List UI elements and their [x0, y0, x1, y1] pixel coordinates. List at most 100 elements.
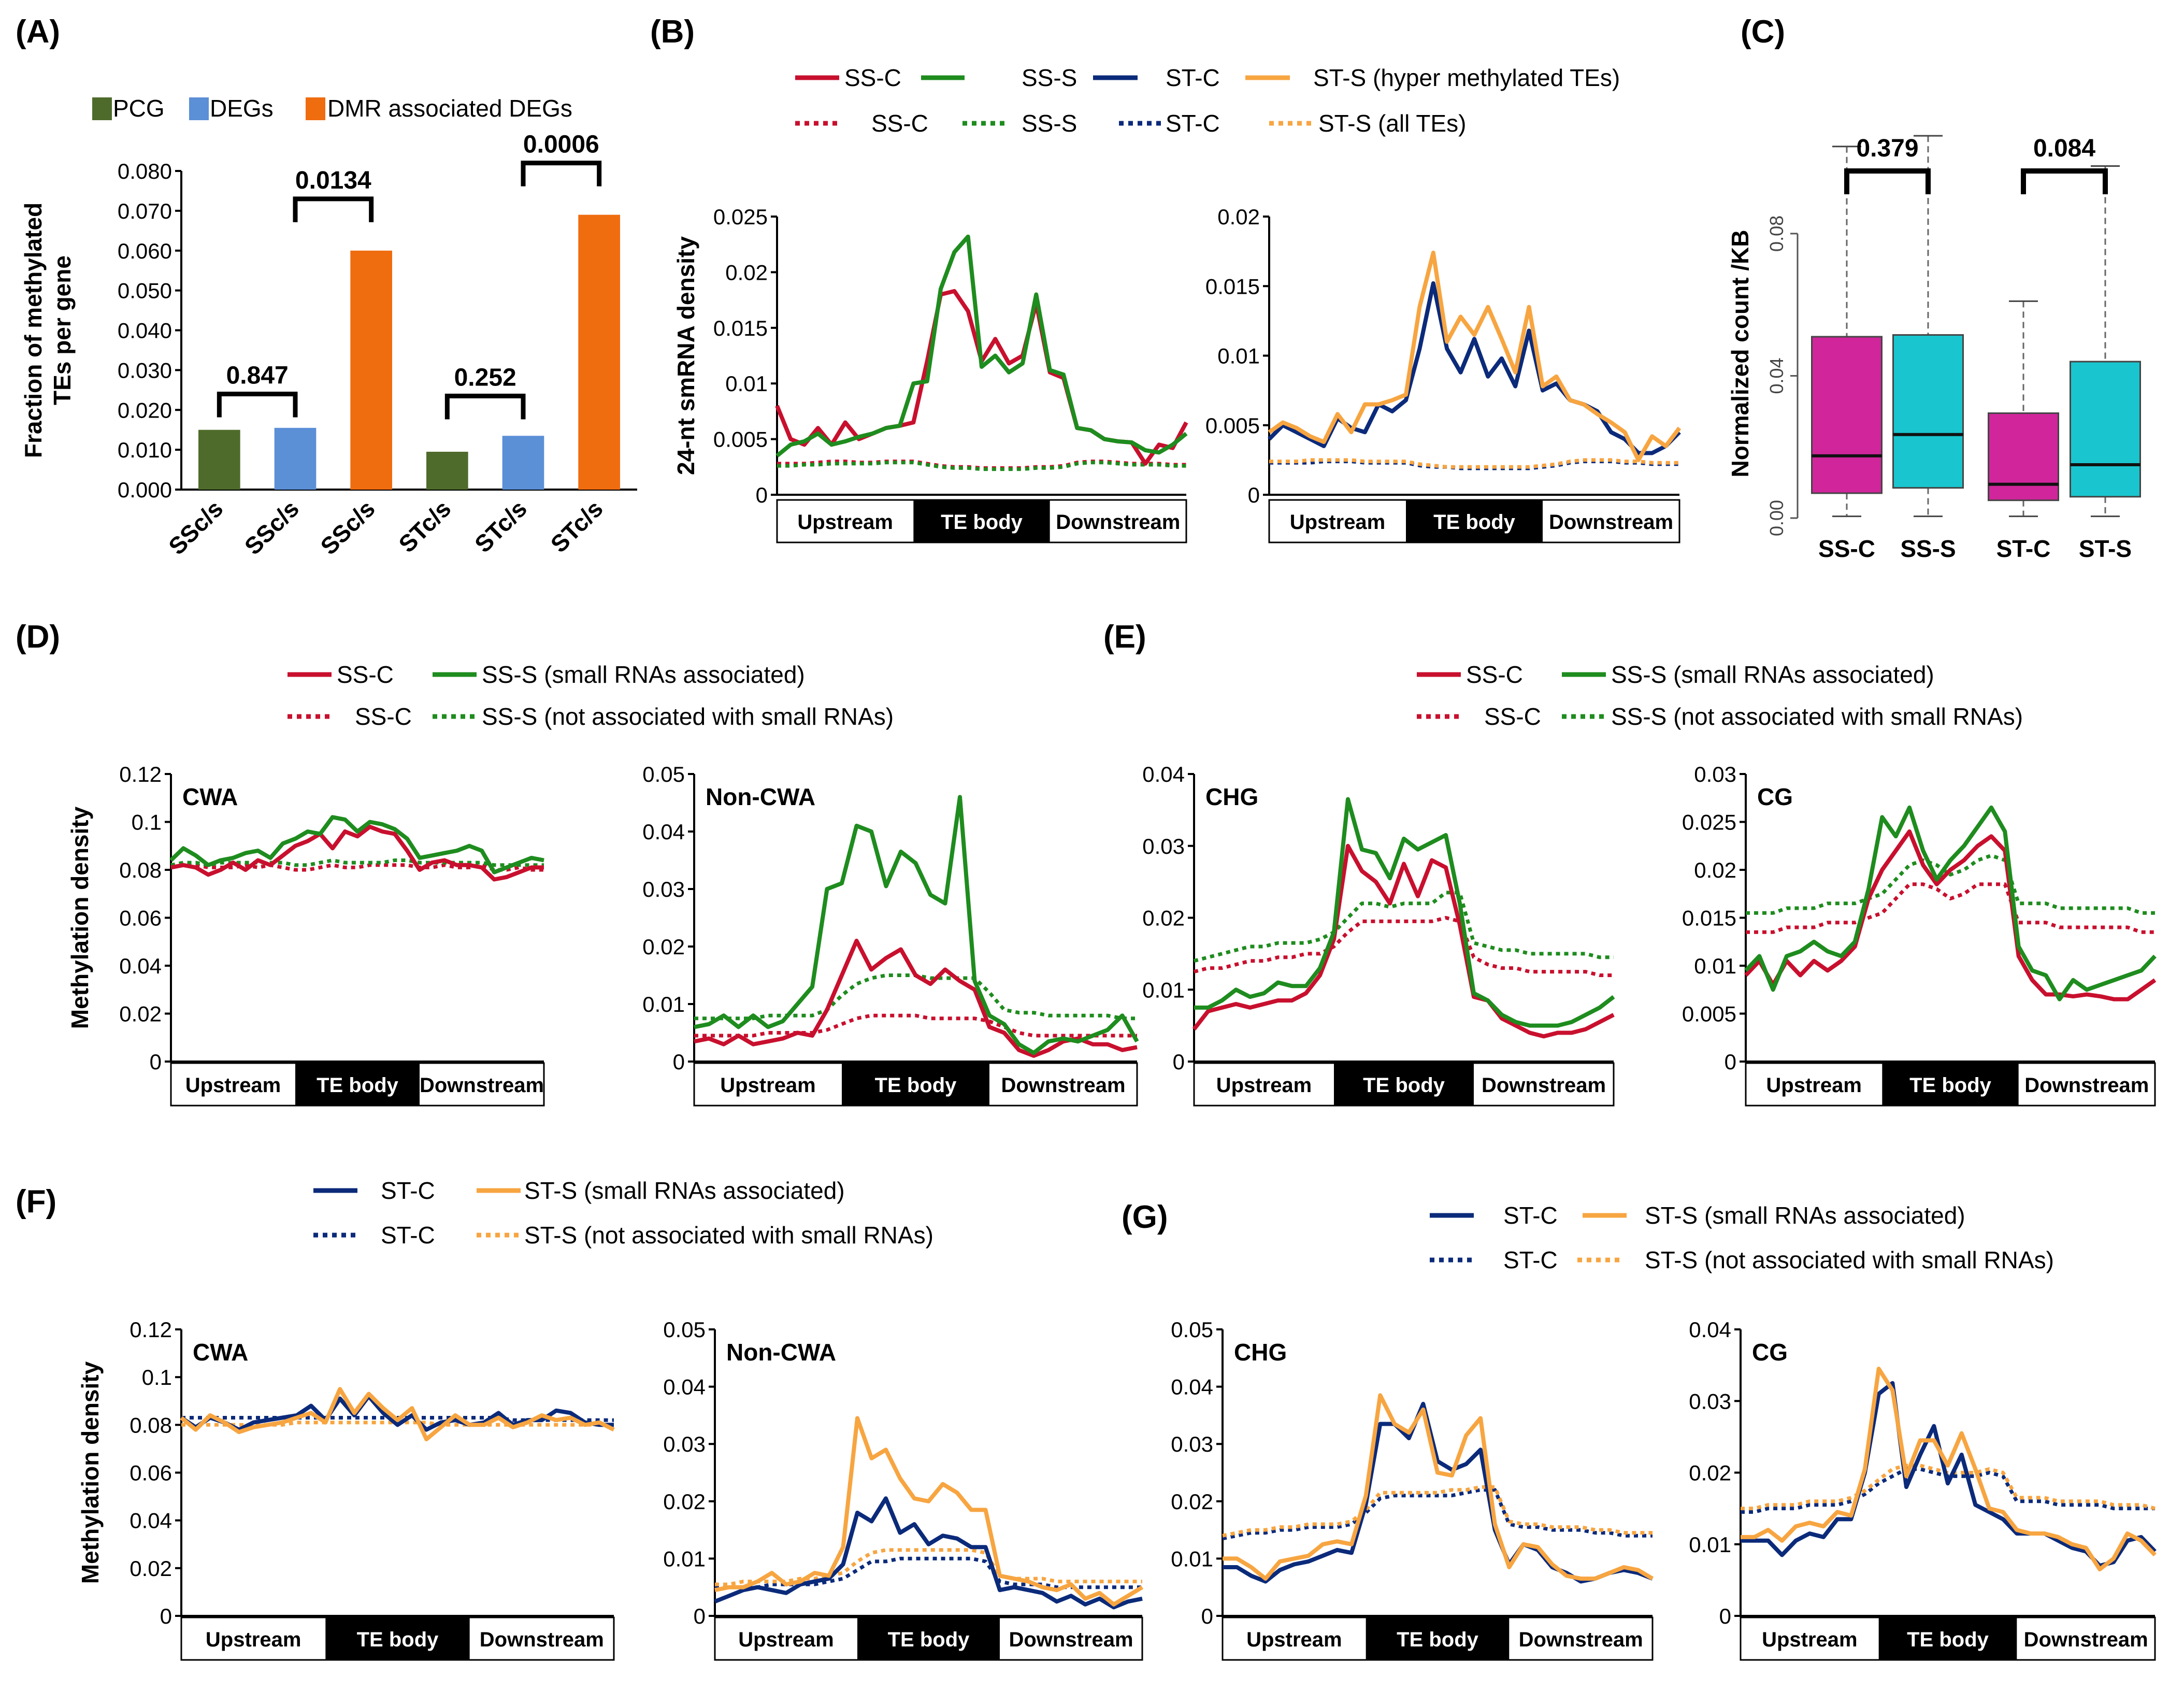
legend-a: PCG DEGs DMR associated DEGs	[92, 95, 572, 122]
chart-a-bracket-label: 0.847	[226, 362, 289, 390]
chart-c-bracket	[1844, 168, 1931, 194]
chart-d2-series-ss-c-solid	[694, 938, 1138, 1058]
chart-c-box	[1892, 334, 1964, 489]
chart-d1-te-body-block	[295, 1063, 420, 1106]
legend-a-dmr-swatch	[306, 97, 325, 120]
legend-g-stc-label: ST-C	[1503, 1202, 1558, 1229]
chart-f1: 0 0.02 0.04 0.06 0.08 0.1 0.12 CWA Methylation d…	[77, 1317, 615, 1661]
chart-a-bar	[350, 250, 392, 490]
chart-b2-series-st-s-hyper-methylated-tes-solid	[1268, 250, 1682, 462]
chart-c-y-tick-label: 0.08	[1766, 216, 1787, 252]
chart-a-y-tick-label: 0.040	[118, 319, 172, 343]
chart-g2-te-body-block	[1878, 1617, 2017, 1660]
chart-f1-region-upstream: Upstream	[206, 1628, 301, 1651]
chart-b2-y-tick-label: 0	[1248, 483, 1260, 507]
chart-b2-y-tick-label: 0.02	[1217, 205, 1260, 229]
chart-a: 0.000 0.010 0.020 0.030 0.040 0.050 0.060 0.070…	[20, 131, 637, 560]
chart-e1-series-ss-c-dotted	[1194, 916, 1614, 977]
chart-f2-region-downstream: Downstream	[1009, 1628, 1133, 1651]
chart-d1-series-ss-s-solid	[169, 815, 544, 875]
chart-a-bar	[274, 427, 317, 490]
chart-d2-te-body-block	[842, 1063, 989, 1106]
panel-label-g: (G)	[1122, 1199, 1168, 1235]
chart-c-bracket-label: 0.084	[2033, 135, 2095, 162]
chart-d2-region-upstream: Upstream	[720, 1074, 816, 1097]
chart-c-x-tick-label: ST-S	[2079, 535, 2132, 562]
chart-e1-y-tick-label: 0.03	[1142, 834, 1185, 858]
chart-e1-series-ss-c-solid	[1192, 843, 1615, 1039]
chart-b2: 0 0.005 0.01 0.015 0.02 Upstream TE body Downst…	[1205, 205, 1682, 543]
chart-c-y-label: Normalized count /KB	[1727, 230, 1754, 478]
chart-d2-y-tick-label: 0.04	[642, 820, 685, 844]
chart-a-y-tick-label: 0.050	[118, 279, 172, 303]
chart-a-bracket	[217, 392, 298, 418]
chart-e2-y-tick-label: 0.03	[1694, 762, 1736, 786]
chart-c-y-tick-label: 0.00	[1766, 500, 1787, 536]
chart-b1-y-tick-label: 0.025	[713, 205, 768, 229]
chart-d1: 0 0.02 0.04 0.06 0.08 0.1 0.12 CWA Methylation d…	[66, 762, 545, 1107]
chart-c-x-tick-label: ST-C	[1996, 535, 2051, 562]
legend-b-ssc-label: SS-C	[844, 64, 901, 91]
chart-a-bar	[426, 451, 468, 490]
chart-a-x-tick-label: STc/s	[393, 495, 456, 557]
chart-d2-series-ss-c-dotted	[694, 1013, 1137, 1038]
chart-d2-series-ss-s-dotted	[694, 973, 1137, 1021]
chart-e1: 0 0.01 0.02 0.03 0.04 CHG Upstream TE body Downs…	[1142, 762, 1615, 1107]
chart-c-bracket	[2021, 168, 2108, 194]
chart-d1-y-tick-label: 0.08	[119, 858, 162, 882]
legend-b: SS-C SS-S ST-C ST-S (hyper methylated TE…	[795, 64, 1620, 137]
chart-a-bracket	[521, 161, 602, 187]
chart-c: 0.00 0.04 0.08 SS-C SS-S ST-C ST-S 0.379 0.084 No…	[1727, 135, 2141, 562]
chart-f1-series-st-c-solid	[180, 1394, 614, 1432]
chart-a-y-label-line2: TEs per gene	[49, 255, 76, 405]
chart-a-y-tick-label: 0.060	[118, 239, 172, 263]
chart-g2-y-tick-label: 0.04	[1689, 1317, 1731, 1342]
chart-d1-region-te-body: TE body	[317, 1074, 399, 1097]
legend-d: SS-C SS-S (small RNAs associated) SS-C S…	[288, 661, 894, 730]
chart-a-y-tick-label: 0.000	[118, 478, 172, 502]
chart-e1-y-tick-label: 0.01	[1142, 978, 1185, 1002]
chart-f2-y-tick-label: 0	[694, 1604, 706, 1628]
legend-b-sts-label: ST-S (hyper methylated TEs)	[1313, 64, 1620, 91]
chart-f2-y-tick-label: 0.02	[663, 1489, 706, 1514]
chart-c-x-tick-label: SS-S	[1900, 535, 1956, 562]
legend-e-ssc-dotted-label: SS-C	[1484, 703, 1541, 730]
chart-e2-region-te-body: TE body	[1909, 1074, 1992, 1097]
chart-d2-series-ss-s-solid	[694, 795, 1139, 1055]
chart-f1-y-tick-label: 0.04	[130, 1509, 172, 1533]
chart-g1-y-tick-label: 0.01	[1171, 1546, 1213, 1571]
chart-a-y-tick-label: 0.010	[118, 438, 172, 462]
chart-a-y-label-line1: Fraction of methylated	[20, 203, 47, 458]
chart-f1-y-tick-label: 0.12	[130, 1317, 172, 1342]
chart-d2-y-tick-label: 0.03	[642, 877, 685, 901]
chart-f2-y-tick-label: 0.05	[663, 1317, 706, 1342]
chart-d2-y-tick-label: 0.05	[642, 762, 685, 786]
legend-f: ST-C ST-S (small RNAs associated) ST-C S…	[313, 1177, 933, 1249]
chart-d2-y-tick-label: 0	[673, 1050, 685, 1074]
chart-g2-region-te-body: TE body	[1907, 1628, 1989, 1651]
chart-b2-region-upstream: Upstream	[1290, 511, 1386, 534]
chart-b1-region-upstream: Upstream	[797, 511, 893, 534]
legend-e-sss-label: SS-S (small RNAs associated)	[1611, 661, 1934, 688]
chart-g1-y-tick-label: 0.05	[1171, 1317, 1213, 1342]
chart-a-x-tick-label: STc/s	[545, 495, 608, 557]
legend-g: ST-C ST-S (small RNAs associated) ST-C S…	[1430, 1202, 2054, 1273]
chart-e2-te-body-block	[1882, 1063, 2019, 1106]
chart-b2-region-te-body: TE body	[1433, 511, 1516, 534]
chart-a-x-tick-label: SSc/s	[315, 495, 380, 560]
legend-a-degs-label: DEGs	[210, 95, 274, 122]
chart-e2-y-tick-label: 0	[1725, 1050, 1736, 1074]
legend-g-sts-dotted-label: ST-S (not associated with small RNAs)	[1645, 1246, 2054, 1273]
chart-d1-series-ss-c-solid	[170, 824, 544, 882]
chart-a-y-tick-label: 0.070	[118, 199, 172, 223]
chart-g1-series-st-c-solid	[1223, 1401, 1654, 1584]
legend-b-ssc-dotted-label: SS-C	[871, 110, 928, 137]
chart-g1-region-downstream: Downstream	[1519, 1628, 1643, 1651]
chart-g2-region-downstream: Downstream	[2024, 1628, 2148, 1651]
chart-a-y-tick-label: 0.030	[118, 358, 172, 382]
chart-f1-series-st-s-small-rnas-associated-solid	[180, 1387, 615, 1441]
chart-g1-series-st-c-dotted	[1222, 1488, 1653, 1541]
chart-g2-title: CG	[1752, 1339, 1788, 1366]
chart-b1-series-ss-c-solid	[775, 289, 1188, 466]
chart-e1-series-ss-s-dotted	[1194, 891, 1614, 963]
